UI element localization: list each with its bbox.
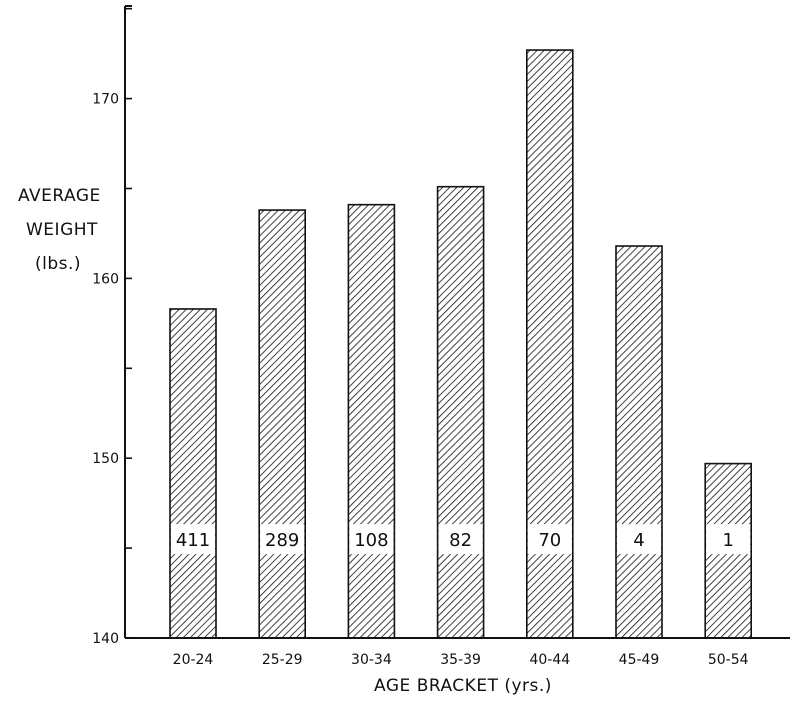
y-tick-label: 170 (92, 92, 119, 108)
bars-layer (169, 49, 753, 639)
count-label-50-54: 1 (722, 530, 733, 551)
count-band (706, 524, 751, 555)
y-tick-label: 160 (92, 271, 119, 287)
count-label-20-24: 411 (176, 530, 210, 551)
x-tick-label: 35-39 (440, 652, 481, 668)
x-tick-label: 30-34 (351, 652, 392, 668)
count-label-45-49: 4 (633, 530, 644, 551)
count-band (438, 524, 483, 555)
x-tick-label: 45-49 (619, 652, 660, 668)
x-tick-label: 20-24 (173, 652, 214, 668)
y-ticks: 140 150 160 170 (92, 7, 132, 647)
x-axis-title: AGE BRACKET (yrs.) (374, 676, 552, 696)
count-label-25-29: 289 (265, 530, 299, 551)
count-label-40-44: 70 (538, 530, 561, 551)
x-tick-label: 40-44 (529, 652, 570, 668)
y-axis-title-line-3: (lbs.) (35, 254, 81, 274)
y-tick-label: 150 (92, 451, 119, 467)
counts-layer: 411 289 108 82 70 4 1 (171, 524, 751, 555)
count-band (527, 524, 572, 555)
x-tick-labels: 20-24 25-29 30-34 35-39 40-44 45-49 50-54 (173, 652, 749, 668)
x-tick-label: 25-29 (262, 652, 303, 668)
count-band (617, 524, 661, 555)
bar-30-34 (347, 203, 396, 639)
y-axis-title-line-1: AVERAGE (18, 186, 101, 206)
y-axis-title-line-2: WEIGHT (26, 220, 98, 240)
bar-25-29 (258, 209, 307, 639)
bar-20-24 (169, 308, 217, 639)
count-band (349, 524, 394, 555)
count-band (260, 524, 305, 555)
count-label-30-34: 108 (354, 530, 388, 551)
bar-45-49 (615, 245, 663, 639)
count-label-35-39: 82 (449, 530, 472, 551)
count-band (171, 524, 215, 555)
x-tick-label: 50-54 (708, 652, 749, 668)
bar-35-39 (436, 185, 485, 639)
y-tick-label: 140 (92, 631, 119, 647)
